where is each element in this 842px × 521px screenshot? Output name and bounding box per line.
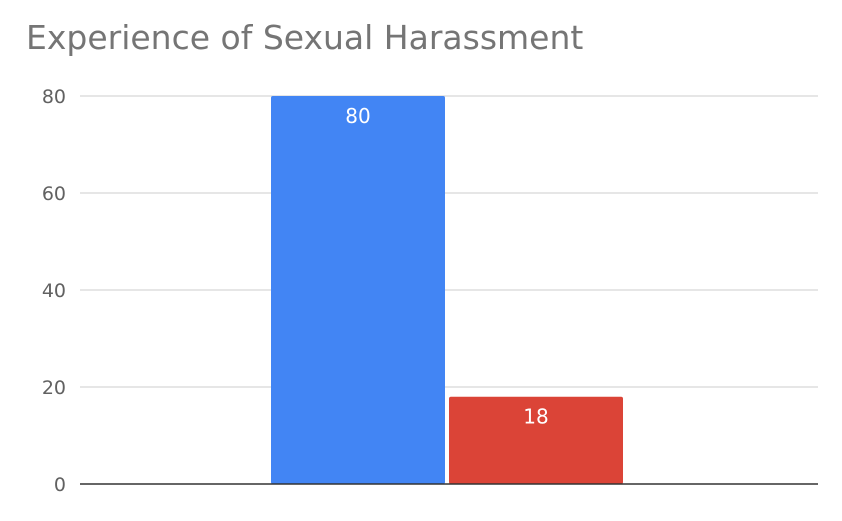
bar-data-label-1: 18 bbox=[523, 405, 548, 429]
y-tick-label-80: 80 bbox=[42, 86, 66, 108]
data-labels: 80 18 bbox=[345, 104, 548, 429]
bar-1 bbox=[449, 396, 623, 484]
y-axis: 0 20 40 60 80 bbox=[42, 86, 66, 496]
bar-data-label-0: 80 bbox=[345, 104, 370, 128]
bars bbox=[271, 96, 623, 484]
y-tick-label-20: 20 bbox=[42, 377, 66, 399]
bar-0 bbox=[271, 96, 445, 484]
y-tick-label-40: 40 bbox=[42, 280, 66, 302]
gridlines bbox=[80, 95, 818, 388]
y-tick-label-60: 60 bbox=[42, 183, 66, 205]
y-tick-label-0: 0 bbox=[54, 474, 66, 496]
chart-title: Experience of Sexual Harassment bbox=[26, 18, 584, 57]
